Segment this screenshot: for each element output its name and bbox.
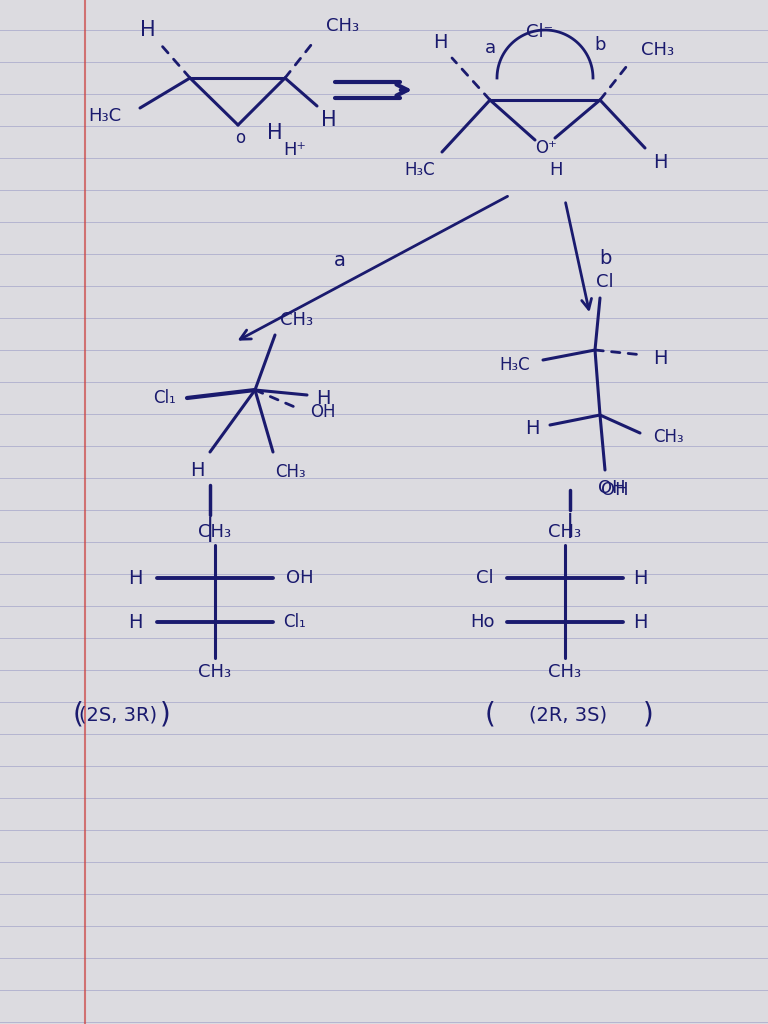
Text: ): ) [160,701,170,729]
Text: H: H [141,20,156,40]
Text: H: H [633,612,647,632]
Text: CH₃: CH₃ [275,463,306,481]
Text: b: b [594,36,606,54]
Text: Cl⁻: Cl⁻ [526,23,554,41]
Text: OH: OH [310,403,336,421]
Text: (2S, 3R): (2S, 3R) [79,706,157,725]
Text: Cl: Cl [476,569,494,587]
Text: H₃C: H₃C [405,161,435,179]
Text: |: | [566,512,574,538]
Text: Ho: Ho [471,613,495,631]
Text: H: H [190,461,204,479]
Text: O⁺: O⁺ [535,139,557,157]
Text: H: H [127,612,142,632]
Text: ): ) [643,701,654,729]
Text: H: H [316,388,330,408]
Text: OH: OH [598,479,626,497]
Text: CH₃: CH₃ [198,523,232,541]
Text: H: H [653,153,667,171]
Text: CH₃: CH₃ [198,663,232,681]
Text: Cl₁: Cl₁ [154,389,177,407]
Text: H⁺: H⁺ [283,141,306,159]
Text: |: | [206,517,214,543]
Text: OH: OH [601,481,629,499]
Text: b: b [599,249,611,267]
Text: OH: OH [286,569,314,587]
Text: CH₃: CH₃ [653,428,684,446]
Text: H₃C: H₃C [88,106,121,125]
Text: CH₃: CH₃ [326,17,359,35]
Text: Cl₁: Cl₁ [283,613,306,631]
Text: (: ( [485,701,495,729]
Text: a: a [334,251,346,269]
Text: (2R, 3S): (2R, 3S) [529,706,607,725]
Text: H: H [525,420,539,438]
Text: H: H [127,568,142,588]
Text: H: H [267,123,283,143]
Text: CH₃: CH₃ [548,663,581,681]
Text: a: a [485,39,495,57]
Text: o: o [235,129,245,147]
Text: CH₃: CH₃ [280,311,313,329]
Text: Cl: Cl [596,273,614,291]
Text: H: H [653,348,667,368]
Text: H: H [321,110,337,130]
Text: H: H [432,33,447,51]
Text: H₃C: H₃C [500,356,531,374]
Text: CH₃: CH₃ [548,523,581,541]
Text: (: ( [73,701,84,729]
Text: CH₃: CH₃ [641,41,674,59]
Text: H: H [549,161,563,179]
Text: H: H [633,568,647,588]
